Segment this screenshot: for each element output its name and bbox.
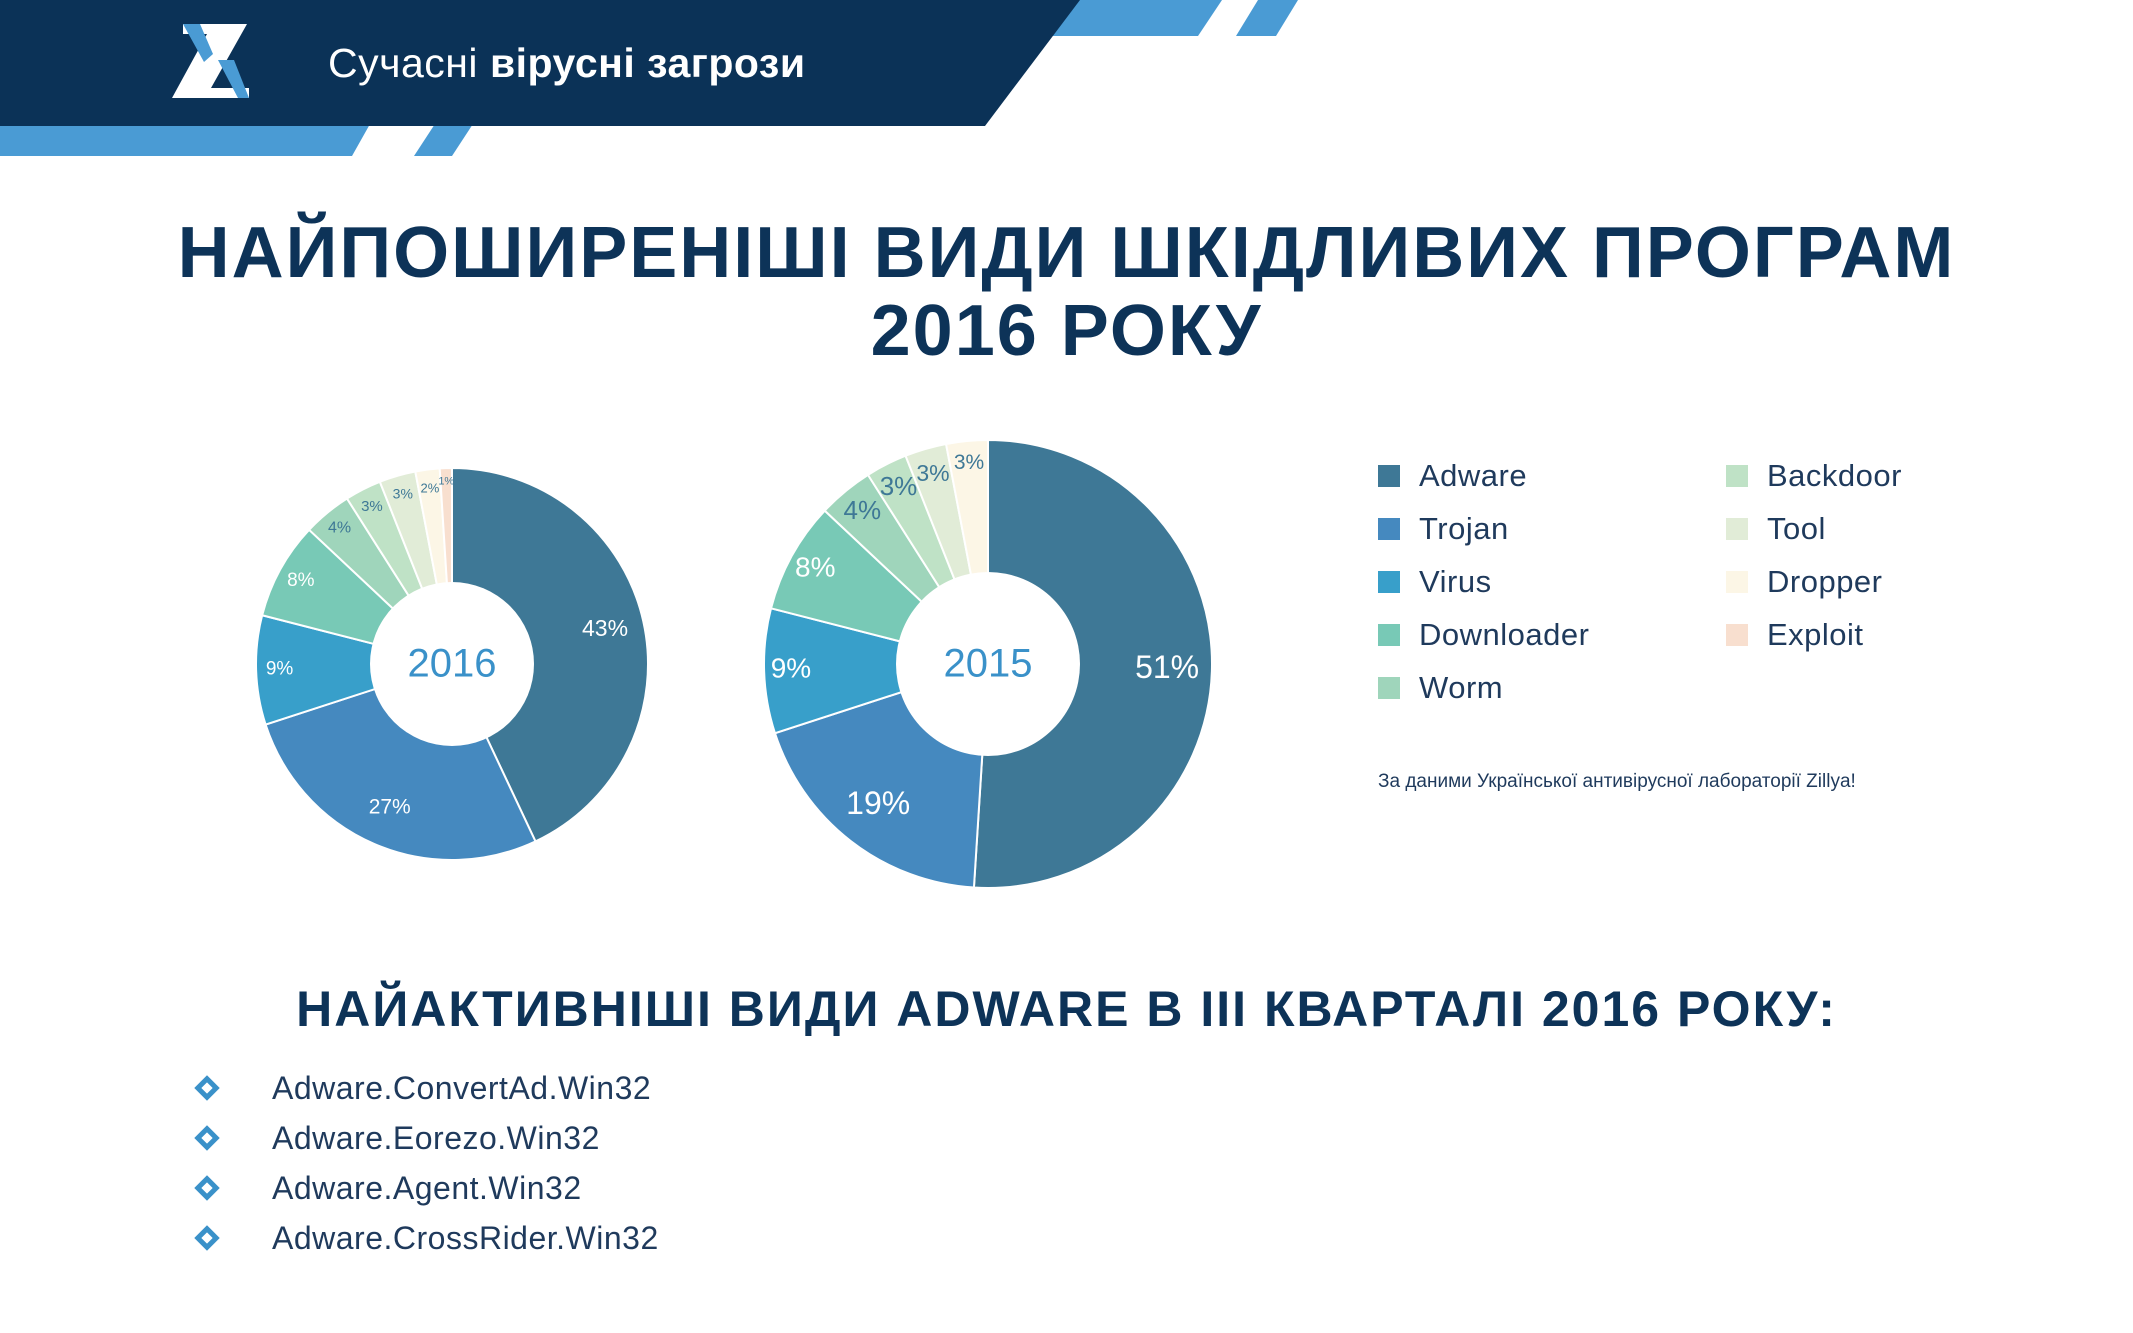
slice-label-2016-trojan: 27%	[369, 795, 411, 818]
banner-light-top-2	[1236, 0, 1298, 36]
slice-2015-virus	[763, 607, 992, 735]
slice-label-2016-dropper: 2%	[420, 480, 439, 495]
slice-2015-adware	[972, 438, 1213, 889]
donut-hole-2016	[370, 582, 534, 746]
legend-item-virus: Virus	[1378, 562, 1492, 602]
slice-label-2016-downloader: 8%	[287, 570, 315, 591]
page-title-line1: НАЙПОШИРЕНІШІ ВИДИ ШКІДЛИВИХ ПРОГРАМ	[177, 213, 1956, 293]
slice-label-2015-trojan: 19%	[846, 785, 910, 821]
legend-item-trojan: Trojan	[1378, 509, 1509, 549]
banner-light-top-1	[1046, 0, 1222, 36]
diamond-bullet-icon	[194, 1075, 220, 1101]
legend-item-backdoor: Backdoor	[1726, 456, 1902, 496]
banner-light-stripe	[0, 124, 370, 156]
list-item: Adware.CrossRider.Win32	[194, 1218, 659, 1258]
diamond-bullet-icon	[194, 1225, 220, 1251]
header-title-bold: вірусні загрози	[489, 40, 806, 86]
legend-item-exploit: Exploit	[1726, 615, 1864, 655]
slice-label-2015-dropper: 3%	[954, 451, 984, 474]
legend-swatch	[1726, 465, 1748, 487]
list-item: Adware.ConvertAd.Win32	[194, 1068, 651, 1108]
legend-label: Downloader	[1419, 617, 1590, 652]
slice-label-2015-tool: 3%	[916, 460, 949, 486]
legend-swatch	[1726, 624, 1748, 646]
slice-2016-virus	[255, 614, 456, 726]
legend-item-tool: Tool	[1726, 509, 1826, 549]
donut-center-label-2016: 2016	[408, 642, 497, 686]
donut-center-label-2015: 2015	[944, 642, 1033, 686]
slice-label-2016-adware: 43%	[582, 615, 628, 641]
adware-item-label: Adware.Eorezo.Win32	[272, 1119, 600, 1156]
legend-label: Worm	[1419, 670, 1504, 705]
legend-label: Dropper	[1767, 564, 1883, 599]
slice-2016-adware	[451, 466, 649, 843]
legend-item-dropper: Dropper	[1726, 562, 1883, 602]
header-banner	[0, 0, 1298, 156]
donut-charts: 43%27%9%8%4%3%3% 2% 1%2016 51%19%9%8%4%3% 3%…	[255, 438, 1213, 889]
legend-label: Adware	[1419, 458, 1528, 493]
diamond-bullet-icon	[194, 1175, 220, 1201]
slice-label-2015-downloader: 8%	[795, 551, 835, 582]
logo-icon	[172, 24, 249, 98]
adware-section-title: НАЙАКТИВНІШІ ВИДИ ADWARE В ІІІ КВАРТАЛІ …	[296, 981, 1837, 1037]
legend-swatch	[1378, 465, 1400, 487]
header-title-plain: Сучасні	[328, 40, 479, 86]
legend-swatch	[1378, 571, 1400, 593]
banner-navy	[0, 0, 1080, 126]
slice-label-2016-backdoor: 3%	[361, 498, 383, 515]
legend-item-downloader: Downloader	[1378, 615, 1589, 655]
slice-label-2016-tool: 3%	[393, 485, 413, 501]
slice-label-2016-exploit: 1%	[438, 476, 454, 488]
legend-label: Exploit	[1767, 617, 1864, 652]
legend-label: Tool	[1767, 511, 1826, 546]
legend-item-worm: Worm	[1378, 668, 1503, 708]
slice-label-2015-worm: 4%	[844, 495, 882, 525]
slice-label-2016-worm: 4%	[328, 519, 351, 536]
legend-item-adware: Adware	[1378, 456, 1527, 496]
legend-label: Virus	[1419, 564, 1492, 599]
source-note: За даними Української антивірусної лабор…	[1378, 771, 1856, 792]
legend-swatch	[1726, 518, 1748, 540]
legend-label: Trojan	[1419, 511, 1509, 546]
donut-hole-2015	[896, 572, 1080, 756]
legend-swatch	[1378, 518, 1400, 540]
slice-label-2016-virus: 9%	[266, 658, 294, 679]
diamond-bullet-icon	[194, 1125, 220, 1151]
adware-item-label: Adware.Agent.Win32	[272, 1169, 582, 1206]
adware-item-label: Adware.ConvertAd.Win32	[272, 1069, 652, 1106]
slice-label-2015-adware: 51%	[1135, 649, 1199, 685]
legend-swatch	[1378, 624, 1400, 646]
adware-item-label: Adware.CrossRider.Win32	[272, 1219, 659, 1256]
list-item: Adware.Agent.Win32	[194, 1168, 582, 1208]
page-title-line2: 2016 РОКУ	[870, 291, 1263, 371]
slice-label-2015-backdoor: 3%	[880, 471, 918, 501]
legend-swatch	[1378, 677, 1400, 699]
legend-swatch	[1726, 571, 1748, 593]
list-item: Adware.Eorezo.Win32	[194, 1118, 600, 1158]
slice-label-2015-virus: 9%	[771, 653, 811, 684]
legend-label: Backdoor	[1767, 458, 1902, 493]
header-title: Сучасні вірусні загрози	[328, 40, 806, 87]
